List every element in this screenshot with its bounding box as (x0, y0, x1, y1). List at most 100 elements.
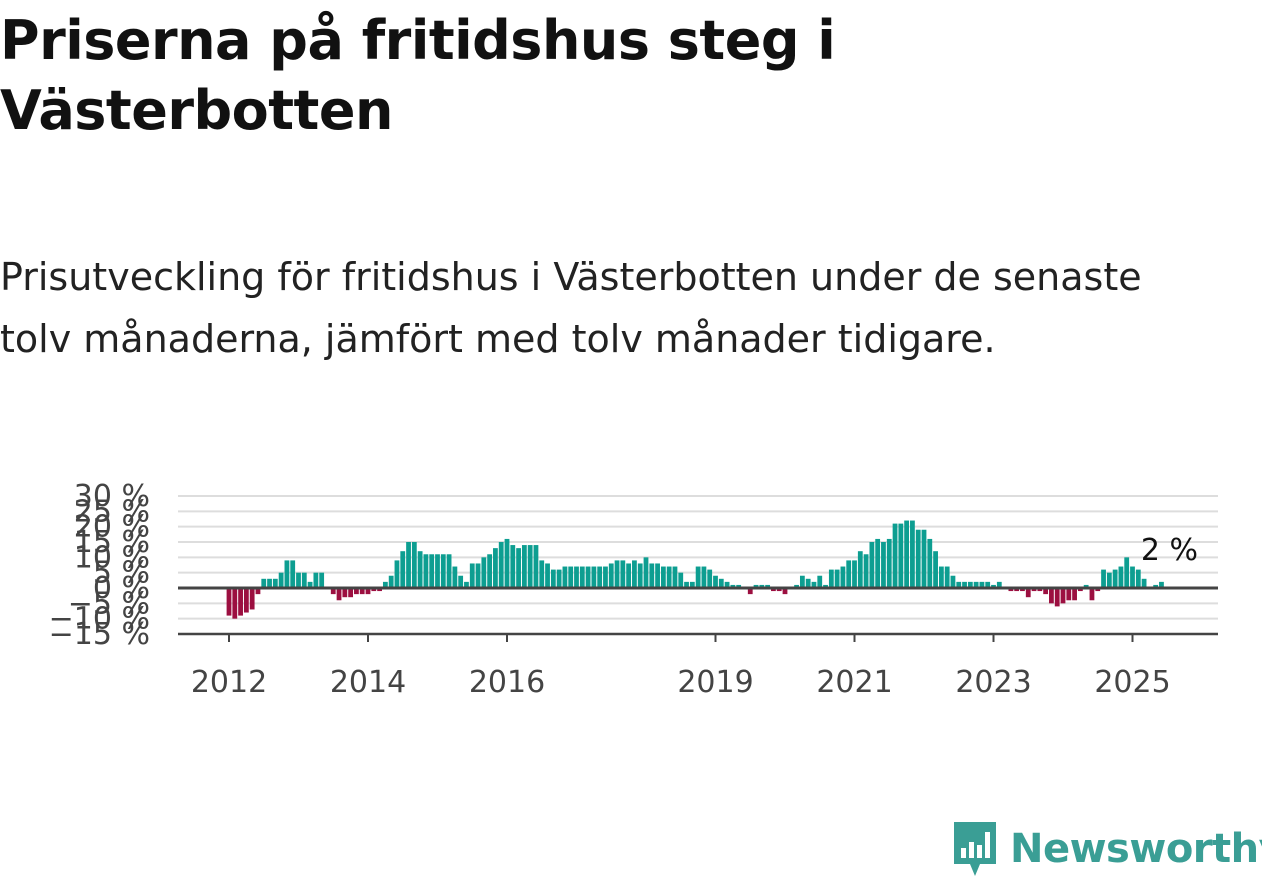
bar (301, 572, 307, 588)
bar-chart: −15 %−10 %−5 %0 %5 %10 %15 %20 %25 %30 %… (49, 479, 1218, 700)
bar (753, 584, 759, 588)
bar (539, 560, 545, 588)
bar (475, 563, 481, 588)
bar (591, 566, 597, 588)
bar (672, 566, 678, 588)
bar (892, 523, 898, 588)
x-tick-label: 2012 (191, 665, 267, 700)
bar (626, 563, 632, 588)
bar (967, 581, 973, 588)
bar (666, 566, 672, 588)
bar (296, 572, 301, 588)
bar (1014, 588, 1020, 592)
bar (568, 566, 574, 588)
bar (927, 538, 933, 588)
bar (933, 551, 938, 588)
bar (823, 584, 828, 588)
bar (875, 538, 881, 588)
bar (730, 584, 736, 588)
bar (290, 560, 296, 588)
bar (1043, 588, 1049, 595)
y-tick-label: 20 % (74, 510, 150, 545)
x-tick-label: 2016 (469, 665, 545, 700)
y-tick-label: 30 % (74, 479, 150, 514)
bar (649, 563, 655, 588)
brand-name: Newsworthy (1010, 826, 1262, 872)
bar (1106, 572, 1112, 588)
bar (857, 551, 863, 588)
bar (336, 588, 342, 601)
bar (550, 569, 556, 588)
bar (938, 566, 944, 588)
bar (701, 566, 707, 588)
bar (452, 566, 458, 588)
bar (238, 588, 243, 616)
bar (1060, 588, 1066, 604)
y-tick-label: 15 % (74, 525, 150, 560)
bar (232, 588, 238, 619)
bar (278, 572, 284, 588)
bar (446, 554, 452, 588)
y-tick-label: −5 % (68, 586, 150, 621)
y-tick-label: 25 % (74, 494, 150, 529)
bar (585, 566, 591, 588)
bar (249, 588, 255, 610)
bar (1130, 566, 1135, 588)
bar (794, 584, 799, 588)
bar (365, 588, 371, 595)
bar (1135, 569, 1141, 588)
bar (1159, 581, 1164, 588)
bar (504, 538, 510, 588)
bar (828, 569, 834, 588)
y-tick-label: 0 % (93, 571, 150, 606)
bar (388, 575, 394, 588)
x-tick-label: 2021 (816, 665, 892, 700)
bar (846, 560, 852, 588)
bar (869, 542, 875, 588)
bar (226, 588, 232, 616)
bar (330, 588, 336, 595)
bar (1141, 578, 1147, 588)
bar (1083, 584, 1089, 588)
bar (956, 581, 962, 588)
bar (979, 581, 985, 588)
bar (597, 566, 603, 588)
latest-value-label: 2 % (1141, 533, 1198, 568)
y-tick-labels: −15 %−10 %−5 %0 %5 %10 %15 %20 %25 %30 % (49, 479, 150, 652)
bar (643, 557, 649, 588)
bar (1020, 588, 1025, 592)
bar (678, 572, 684, 588)
bar (776, 588, 782, 592)
bar (284, 560, 290, 588)
bar (464, 581, 469, 588)
bar (556, 569, 562, 588)
bar (707, 569, 713, 588)
x-tick-label: 2014 (330, 665, 406, 700)
bar (377, 588, 382, 592)
bar (521, 545, 527, 588)
bar (533, 545, 539, 588)
bar (944, 566, 950, 588)
bar (915, 529, 921, 588)
bar (527, 545, 533, 588)
bar (759, 584, 765, 588)
bar (695, 566, 701, 588)
bar (996, 581, 1002, 588)
bar (811, 581, 817, 588)
bar (1049, 588, 1054, 604)
bar (991, 584, 996, 588)
bar (684, 581, 689, 588)
bar (469, 563, 475, 588)
bar (840, 566, 846, 588)
bar (411, 542, 417, 588)
bar (632, 560, 637, 588)
bar (1054, 588, 1060, 607)
bar (747, 588, 753, 595)
bar (834, 569, 840, 588)
bar (423, 554, 429, 588)
bar (342, 588, 348, 598)
bar (1089, 588, 1095, 601)
bar (655, 563, 660, 588)
bar (881, 542, 886, 588)
bar (660, 566, 666, 588)
